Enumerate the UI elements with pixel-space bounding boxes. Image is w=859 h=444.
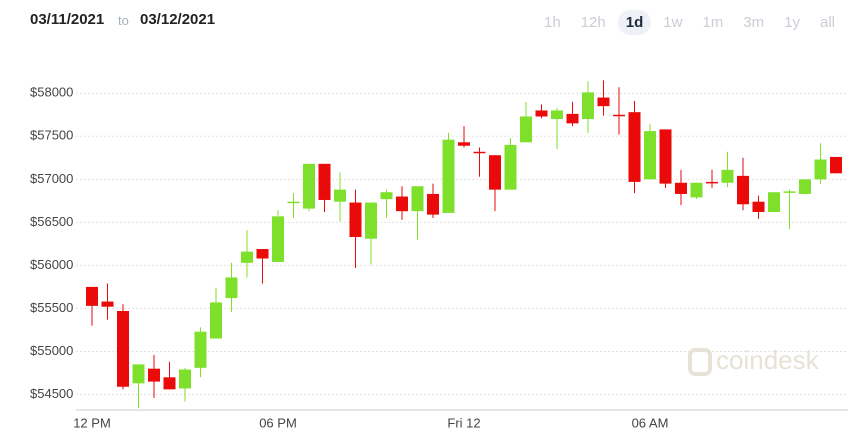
candle-body — [489, 155, 501, 190]
range-button[interactable]: 3m — [743, 14, 765, 31]
candle-body — [473, 151, 486, 154]
candle-body — [721, 169, 734, 183]
candle-body — [582, 92, 594, 120]
x-tick-label: 12 PM — [73, 415, 111, 430]
candle-body — [752, 201, 765, 213]
watermark: coindesk — [716, 345, 820, 375]
y-tick-label: $55500 — [30, 300, 73, 315]
candle-body — [442, 139, 455, 213]
candle-body — [349, 202, 362, 237]
candle-body — [690, 182, 703, 198]
candle-body — [613, 114, 625, 117]
candle-body — [628, 112, 641, 182]
candle-body — [814, 159, 827, 180]
range-button[interactable]: 1y — [784, 14, 800, 31]
candle-body — [179, 369, 191, 389]
candle-body — [86, 286, 98, 306]
candle-body — [148, 368, 160, 382]
y-tick-label: $56000 — [30, 257, 73, 272]
from-date[interactable]: 03/11/2021 — [30, 11, 105, 28]
candle-body — [287, 201, 300, 204]
candle-body — [458, 142, 470, 146]
candle-body — [411, 186, 424, 212]
candle-body — [256, 249, 269, 259]
y-tick-label: $54500 — [30, 386, 73, 401]
watermark-icon — [688, 348, 712, 376]
candle-body — [535, 110, 548, 117]
range-button[interactable]: 1m — [702, 14, 724, 31]
y-tick-label: $57500 — [30, 128, 73, 143]
range-button[interactable]: all — [819, 14, 835, 31]
candle-body — [225, 277, 238, 299]
y-tick-label: $58000 — [30, 85, 73, 100]
range-selector: 1h 12h 1d 1w 1m 3m 1y all — [536, 10, 843, 35]
y-tick-label: $55000 — [30, 343, 73, 358]
candle-body — [117, 311, 129, 387]
x-tick-label: 06 PM — [259, 415, 297, 430]
candle-body — [272, 216, 284, 262]
range-button[interactable]: 1h — [544, 14, 561, 31]
to-date[interactable]: 03/12/2021 — [140, 11, 216, 28]
candle-body — [659, 129, 672, 184]
candle-body — [427, 193, 439, 215]
candle-body — [597, 97, 610, 107]
to-word: to — [118, 13, 129, 28]
y-tick-label: $57000 — [30, 171, 73, 186]
candle-body — [830, 156, 842, 174]
candle-body — [799, 179, 811, 194]
candle-body — [737, 175, 749, 205]
candle-body — [783, 191, 796, 193]
candle-body — [303, 163, 315, 209]
candle-body — [365, 202, 377, 239]
x-tick-label: 06 AM — [632, 415, 669, 430]
range-button[interactable]: 12h — [580, 14, 606, 31]
candle-body — [380, 192, 393, 200]
candle-body — [566, 113, 579, 124]
date-range-header: 03/11/2021 to 03/12/2021 1h 12h 1d 1w 1m 3m 1y… — [0, 0, 859, 44]
candle-body — [644, 131, 656, 180]
y-tick-label: $56500 — [30, 214, 73, 229]
candle-body — [706, 181, 718, 184]
candle-body — [551, 110, 563, 120]
candle-body — [318, 163, 331, 200]
candle-body — [334, 189, 346, 202]
x-tick-label: Fri 12 — [447, 415, 480, 430]
candle-body — [504, 144, 517, 190]
candle-body — [520, 116, 532, 143]
candle-body — [396, 196, 408, 212]
candle-body — [768, 192, 780, 213]
candle-body — [132, 364, 145, 384]
candle-body — [241, 251, 253, 263]
candle-body — [101, 301, 114, 307]
candle-body — [675, 182, 687, 194]
candle-body — [194, 331, 207, 368]
candle-body — [210, 302, 222, 339]
range-button[interactable]: 1d — [617, 10, 652, 35]
candle-body — [163, 377, 176, 390]
range-button[interactable]: 1w — [663, 14, 683, 31]
